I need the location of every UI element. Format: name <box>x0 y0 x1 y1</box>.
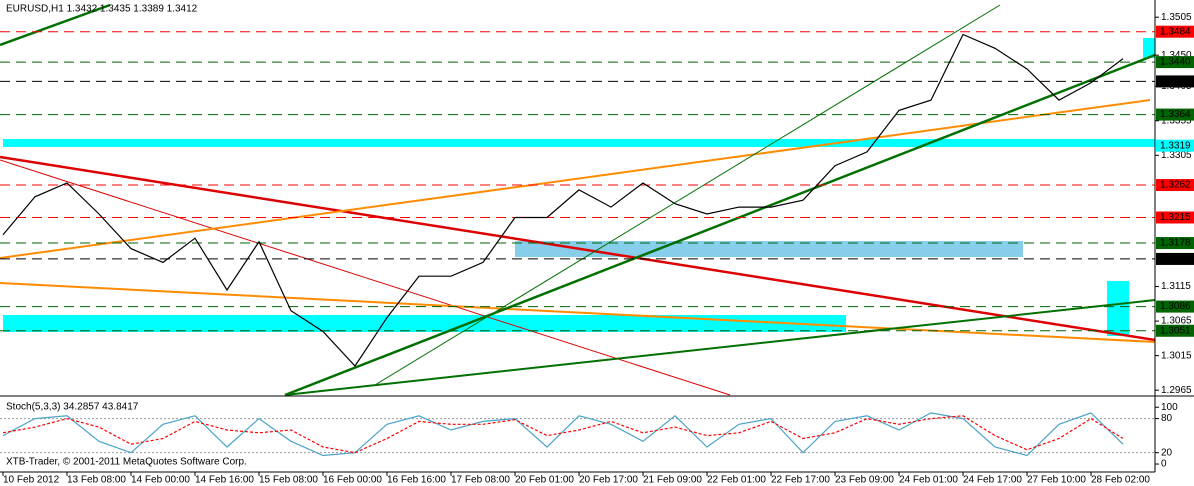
series-line <box>2 33 1124 367</box>
x-tick-label: 20 Feb 01:00 <box>515 475 574 486</box>
x-tick-label: 10 Feb 2012 <box>3 475 60 486</box>
marks: 1.35051.34501.34051.33551.33051.31151.30… <box>0 12 1194 486</box>
copyright: XTB-Trader, © 2001-2011 MetaQuotes Softw… <box>6 457 247 468</box>
x-tick-label: 14 Feb 16:00 <box>195 475 254 486</box>
level-label: 1.3086 <box>1160 301 1191 312</box>
y-tick-label: 1.3115 <box>1161 281 1191 292</box>
level-box <box>1156 211 1194 224</box>
level-box <box>1156 25 1194 38</box>
y-tick-label: 1.3505 <box>1161 12 1192 23</box>
trend-line <box>0 282 1156 343</box>
level-label: 1.3051 <box>1160 325 1191 336</box>
y-tick-label: 1.2965 <box>1161 385 1192 396</box>
level-label: 1.3440 <box>1160 57 1191 68</box>
y-tick-label: 1.3305 <box>1161 150 1192 161</box>
zone <box>1107 281 1129 336</box>
trend-line <box>284 53 1156 397</box>
level-box <box>1156 75 1194 88</box>
y-tick-label: 1.3015 <box>1161 350 1192 361</box>
x-tick-label: 22 Feb 01:00 <box>707 475 766 486</box>
y-tick-label: 1.3355 <box>1161 115 1192 126</box>
trend-line <box>284 299 1156 396</box>
x-tick-label: 20 Feb 17:00 <box>579 475 638 486</box>
trend-line <box>0 159 731 396</box>
x-tick-label: 16 Feb 00:00 <box>323 475 382 486</box>
y-tick-label: 80 <box>1161 413 1173 424</box>
zone <box>515 241 1023 257</box>
trend-line <box>374 4 1001 386</box>
trend-line <box>0 3 111 47</box>
x-tick-label: 13 Feb 08:00 <box>67 475 126 486</box>
x-tick-label: 14 Feb 00:00 <box>131 475 190 486</box>
x-tick-label: 21 Feb 09:00 <box>643 475 702 486</box>
level-box <box>1156 56 1194 69</box>
level-box <box>1156 252 1194 265</box>
zone <box>3 139 1155 147</box>
y-tick-label: 20 <box>1161 447 1173 458</box>
chart-title: EURUSD,H1 1.3432 1.3435 1.3389 1.3412 <box>6 4 198 15</box>
trend-line <box>0 99 1151 259</box>
x-tick-label: 27 Feb 10:00 <box>1027 475 1086 486</box>
y-tick-label: 100 <box>1161 402 1178 413</box>
x-tick-label: 24 Feb 17:00 <box>963 475 1022 486</box>
level-label: 1.3484 <box>1160 26 1191 37</box>
indicator-title: Stoch(5,3,3) 34.2857 43.8417 <box>6 402 139 413</box>
x-tick-label: 15 Feb 08:00 <box>259 475 318 486</box>
level-box <box>1156 300 1194 313</box>
zone <box>3 315 846 332</box>
y-tick-label: 0 <box>1161 459 1167 470</box>
x-tick-label: 17 Feb 08:00 <box>451 475 510 486</box>
series-line <box>2 415 1124 454</box>
level-box <box>1156 324 1194 337</box>
level-label: 1.3178 <box>1160 238 1191 249</box>
level-label: 1.3412 <box>1160 76 1191 87</box>
level-box <box>1156 139 1194 152</box>
level-label: 1.3364 <box>1160 109 1191 120</box>
y-tick-label: 1.3065 <box>1161 316 1192 327</box>
x-tick-label: 23 Feb 09:00 <box>835 475 894 486</box>
level-label: 1.3319 <box>1160 140 1191 151</box>
x-tick-label: 24 Feb 01:00 <box>899 475 958 486</box>
x-tick-label: 22 Feb 17:00 <box>771 475 830 486</box>
trend-line <box>0 155 1156 342</box>
drawing-objects <box>0 3 1156 397</box>
x-tick-label: 28 Feb 02:00 <box>1091 475 1150 486</box>
series-line <box>2 412 1124 457</box>
level-label: 1.3155 <box>1160 254 1191 265</box>
x-tick-label: 16 Feb 16:00 <box>387 475 446 486</box>
level-label: 1.3262 <box>1160 180 1191 191</box>
zone <box>1143 38 1155 58</box>
level-box <box>1156 108 1194 121</box>
level-box <box>1156 237 1194 250</box>
level-box <box>1156 179 1194 192</box>
level-label: 1.3215 <box>1160 212 1191 223</box>
y-tick-label: 1.3450 <box>1161 50 1192 61</box>
